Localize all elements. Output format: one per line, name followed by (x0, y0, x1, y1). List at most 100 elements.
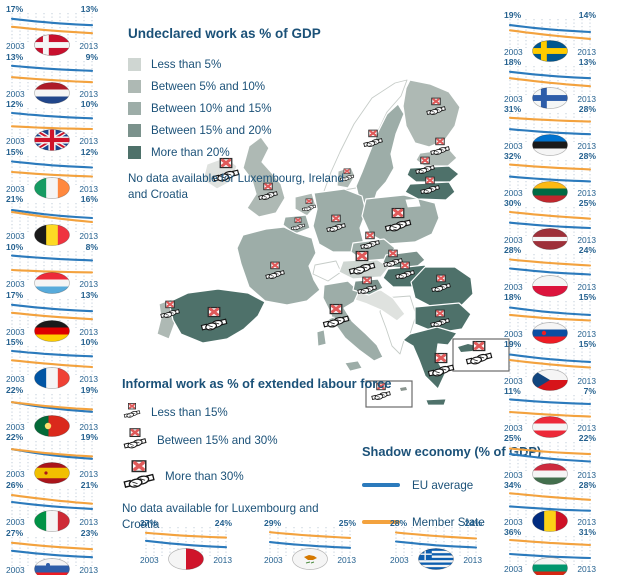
member-state-line (508, 77, 592, 88)
europe-map-svg (156, 79, 510, 408)
informal-work-marker-sweden (363, 129, 383, 148)
flag-gr-icon (418, 548, 454, 570)
chart-start-value: 30% (504, 198, 522, 208)
chart-end-value: 10% (81, 99, 99, 109)
flag-fr-icon (34, 367, 70, 390)
mini-chart-svg: 27% 23% 2003 2013 (6, 528, 98, 575)
chart-year-start: 2003 (6, 41, 25, 51)
chart-year-start: 2003 (6, 374, 25, 384)
flag-mt-icon (168, 548, 204, 570)
informal-work-marker-latvia (415, 156, 435, 175)
chart-start-value: 28% (504, 245, 522, 255)
shadow-economy-chart-austria: 11% 7% 2003 2013 (502, 386, 598, 438)
member-state-line (10, 400, 94, 411)
mini-chart-svg: 17% 13% 2003 2013 (6, 290, 98, 342)
shadow-economy-chart-luxembourg: 10% 8% 2003 2013 (4, 242, 100, 294)
handshake-legend-icon (123, 403, 141, 418)
chart-end-value: 14% (579, 10, 597, 20)
chart-year-end: 2013 (577, 329, 596, 339)
informal-legend-note: No data available for Luxembourg and Cro… (122, 502, 319, 531)
chart-end-value: 28% (579, 480, 597, 490)
shadow-economy-chart-united-kingdom: 12% 10% 2003 2013 (4, 99, 100, 152)
shadow-economy-chart-portugal: 22% 19% 2003 2013 (4, 385, 100, 437)
shadow-economy-chart-hungary: 25% 22% 2003 2013 (502, 433, 598, 485)
chart-end-value: 28% (579, 104, 597, 114)
chart-start-value: 19% (504, 10, 522, 20)
flag-cz-icon (532, 369, 568, 391)
chart-end-value: 8% (86, 242, 99, 252)
chart-end-value: 16% (81, 194, 99, 204)
flag-be-icon (34, 224, 70, 247)
member-state-line (144, 531, 228, 539)
region-kaliningrad (405, 198, 421, 208)
chart-year-end: 2013 (577, 235, 596, 245)
eu-average-line (10, 209, 94, 220)
mini-chart-svg: 32% 28% 2003 2013 (504, 151, 596, 203)
country-switzerland (312, 260, 342, 282)
member-state-line (10, 359, 94, 369)
color-swatch-icon (128, 123, 141, 137)
mini-chart-svg: 28% 24% 2003 2013 (390, 518, 482, 570)
chart-end-value: 24% (579, 245, 597, 255)
chart-end-value: 13% (81, 4, 99, 14)
shadow-economy-chart-malta: 27% 24% 2003 2013 (138, 518, 234, 570)
shadow-economy-legend: Shadow economy (% of GDP) EU average Memb… (362, 444, 572, 533)
chart-start-value: 17% (6, 290, 24, 300)
chart-end-value: 19% (81, 432, 99, 442)
undeclared-legend-item-label: Less than 5% (151, 57, 222, 71)
mini-chart-svg: 29% 25% 2003 2013 (264, 518, 356, 570)
flag-si-icon (34, 557, 70, 575)
chart-year-start: 2003 (504, 517, 523, 527)
chart-start-value: 19% (504, 339, 522, 349)
eu-average-line (508, 398, 592, 406)
chart-year-end: 2013 (79, 41, 98, 51)
informal-work-marker-lithuania (420, 176, 440, 195)
informal-legend-item-label: Between 15% and 30% (157, 434, 278, 447)
chart-end-value: 31% (579, 527, 597, 537)
handshake-icon (123, 403, 141, 418)
mini-chart-svg: 22% 19% 2003 2013 (6, 385, 98, 437)
shadow-economy-chart-finland: 18% 13% 2003 2013 (502, 57, 598, 109)
mini-chart-svg: 30% 25% 2003 2013 (504, 198, 596, 250)
chart-year-end: 2013 (577, 564, 596, 574)
mini-chart-svg: 34% 28% 2003 2013 (504, 480, 597, 532)
chart-year-start: 2003 (504, 376, 523, 386)
informal-work-marker-denmark (339, 168, 355, 182)
color-swatch-icon (128, 57, 141, 71)
mini-chart-svg: 12% 10% 2003 2013 (6, 99, 99, 152)
undeclared-legend-title: Undeclared work as % of GDP (128, 26, 321, 41)
shadow-economy-chart-poland: 28% 24% 2003 2013 (502, 245, 598, 297)
shadow-economy-chart-cyprus: 29% 25% 2003 2013 (262, 518, 358, 570)
informal-work-marker-france (265, 261, 285, 280)
eu-average-line (10, 160, 94, 169)
chart-year-end: 2013 (79, 469, 98, 479)
flag-at-icon (532, 416, 568, 438)
chart-end-value: 10% (81, 337, 99, 347)
chart-year-start: 2003 (390, 555, 409, 565)
chart-start-value: 31% (504, 104, 522, 114)
member-state-line (508, 492, 592, 501)
informal-legend-title: Informal work as % of extended labour fo… (122, 376, 392, 391)
chart-start-value: 18% (504, 292, 522, 302)
informal-legend-item: More than 30% (122, 460, 394, 493)
flag-sk-icon (532, 322, 568, 344)
mini-chart-svg: 10% 8% 2003 2013 (6, 242, 99, 294)
informal-work-marker-bulgaria (430, 309, 450, 328)
undeclared-legend-item: More than 20% (128, 141, 366, 163)
eu-average-line (10, 64, 94, 72)
eu-average-line (508, 505, 592, 512)
cyprus-island (458, 344, 476, 352)
country-united-kingdom (242, 136, 286, 218)
flag-se-icon (532, 40, 568, 62)
informal-work-marker-slovenia (357, 276, 377, 295)
eu-average-line (508, 267, 592, 276)
eu-average-line (508, 24, 592, 34)
chart-start-value: 27% (6, 528, 24, 538)
chart-year-start: 2003 (264, 555, 283, 565)
member-state-line (508, 359, 592, 369)
chart-year-start: 2003 (6, 517, 25, 527)
shadow-economy-chart-romania: 34% 28% 2003 2013 (502, 480, 598, 532)
shadow-legend-items: EU average Member State (362, 474, 572, 533)
undeclared-legend-item: Between 5% and 10% (128, 75, 366, 97)
informal-work-legend: Informal work as % of extended labour fo… (122, 376, 394, 532)
